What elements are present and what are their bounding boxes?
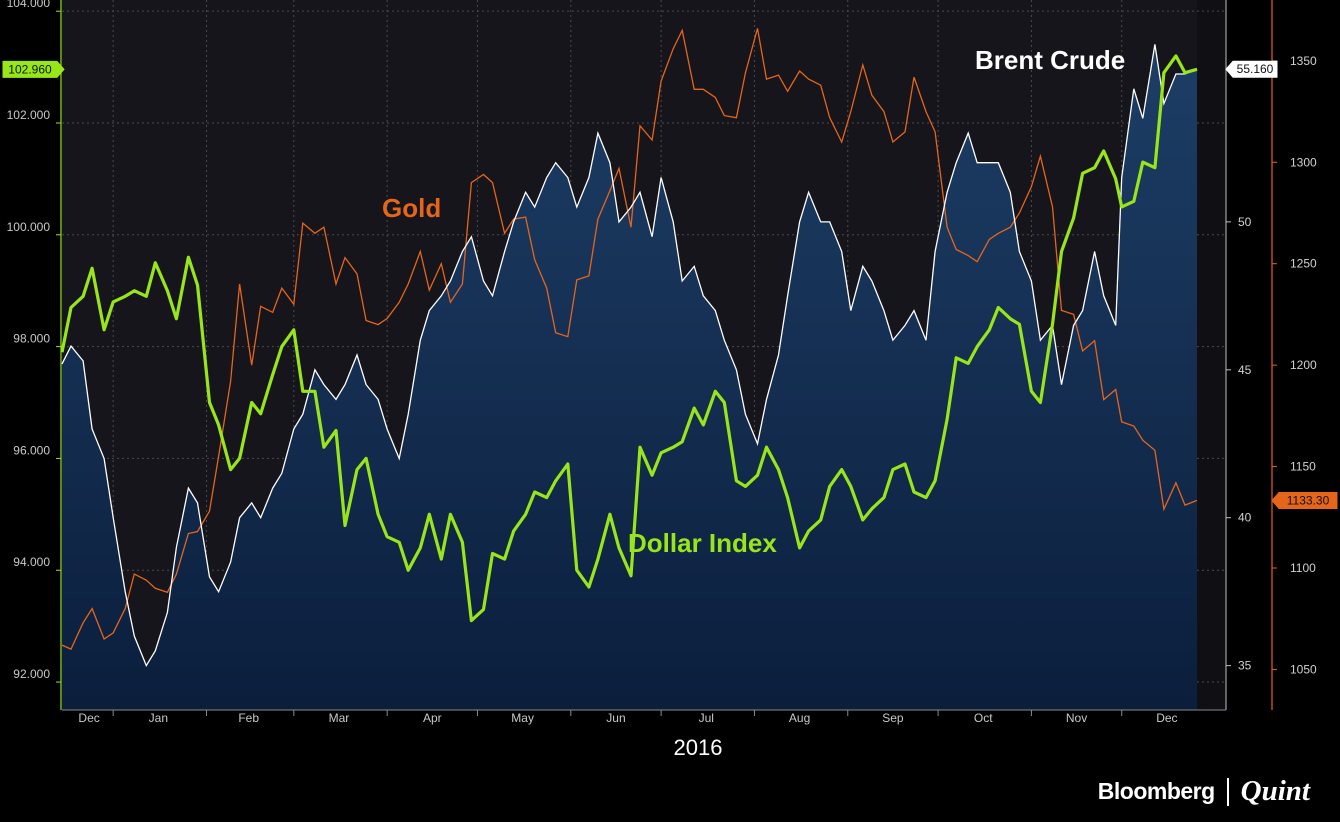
right-outer-axis-tick-label: 1150 xyxy=(1290,460,1316,474)
x-axis-tick-label: Apr xyxy=(423,711,442,725)
brent-last-value-text: 55.160 xyxy=(1237,62,1274,76)
brent-crude-area xyxy=(62,44,1197,710)
dollar-last-value-text: 102.960 xyxy=(8,62,52,76)
dollar-last-value-shape xyxy=(2,60,65,78)
left-axis-tick-label: 92.000 xyxy=(13,667,50,681)
x-axis-tick-label: Dec xyxy=(78,711,99,725)
x-axis-tick-label: Nov xyxy=(1066,711,1087,725)
gold-line xyxy=(61,28,1198,650)
x-axis-tick-label: Oct xyxy=(974,711,993,725)
x-axis-tick-label: Jan xyxy=(149,711,168,725)
gold-last-value-text: 1133.30 xyxy=(1287,493,1330,507)
right-outer-axis-tick-label: 1200 xyxy=(1290,358,1317,372)
brent-crude-line xyxy=(61,44,1198,668)
right-inner-axis-ticks: 35 40 45 50 xyxy=(1226,215,1252,673)
x-axis-tick-label: Feb xyxy=(238,711,259,725)
right-inner-axis-tick-label: 50 xyxy=(1238,215,1252,229)
plot-background-shade xyxy=(1197,0,1226,710)
x-axis-tick-label: Jun xyxy=(606,711,625,725)
right-outer-axis-tick-label: 1250 xyxy=(1290,257,1317,271)
left-axis-tick-label: 96.000 xyxy=(13,443,50,457)
brand-logo: Bloomberg Quint xyxy=(1098,775,1310,808)
x-axis-tick-label: Jul xyxy=(699,711,714,725)
gold-label: Gold xyxy=(382,193,441,223)
brent-crude-label: Brent Crude xyxy=(975,45,1125,75)
right-inner-axis-tick-label: 40 xyxy=(1238,511,1252,525)
x-axis-tick-label: May xyxy=(511,711,534,725)
right-outer-axis-tick-label: 1100 xyxy=(1290,561,1316,575)
left-axis-tick-label: 102.000 xyxy=(7,108,51,122)
x-axis-tick-label: Sep xyxy=(882,711,904,725)
brent-last-value-shape xyxy=(1225,60,1278,78)
right-outer-axis-tick-label: 1050 xyxy=(1290,662,1317,676)
right-outer-axis-tick-label: 1350 xyxy=(1290,54,1317,68)
x-axis-ticks: Dec Jan Feb Mar Apr May Jun Jul Aug Sep Oct Nov Dec xyxy=(78,710,1178,725)
x-axis-year-label: 2016 xyxy=(674,735,723,760)
dollar-index-label: Dollar Index xyxy=(628,528,777,558)
x-axis-tick-label: Dec xyxy=(1156,711,1177,725)
left-axis-tick-label: 94.000 xyxy=(13,555,50,569)
brand-divider xyxy=(1226,777,1229,806)
left-axis-tick-label: 104.000 xyxy=(7,0,51,10)
right-inner-axis-tick-label: 35 xyxy=(1238,659,1252,673)
right-outer-axis-ticks: 1050 1100 1150 1200 1250 1300 1350 xyxy=(1272,54,1317,676)
left-axis-tick-label: 100.000 xyxy=(7,220,51,234)
x-axis-tick-label: Mar xyxy=(329,711,350,725)
left-axis-ticks: 92.000 94.000 96.000 98.000 100.000 102.000 10… xyxy=(7,0,61,683)
bloomberg-wordmark: Bloomberg xyxy=(1097,778,1215,804)
right-inner-axis-tick-label: 45 xyxy=(1238,363,1252,377)
gold-last-value-shape xyxy=(1271,491,1338,509)
left-axis-tick-label: 98.000 xyxy=(13,332,50,346)
quint-wordmark: Quint xyxy=(1240,775,1310,807)
right-outer-axis-tick-label: 1300 xyxy=(1290,155,1317,169)
dollar-index-line xyxy=(60,54,1198,623)
last-value-badges: 102.960 55.160 1133.30 xyxy=(2,60,1338,509)
x-axis-tick-label: Aug xyxy=(789,711,810,725)
